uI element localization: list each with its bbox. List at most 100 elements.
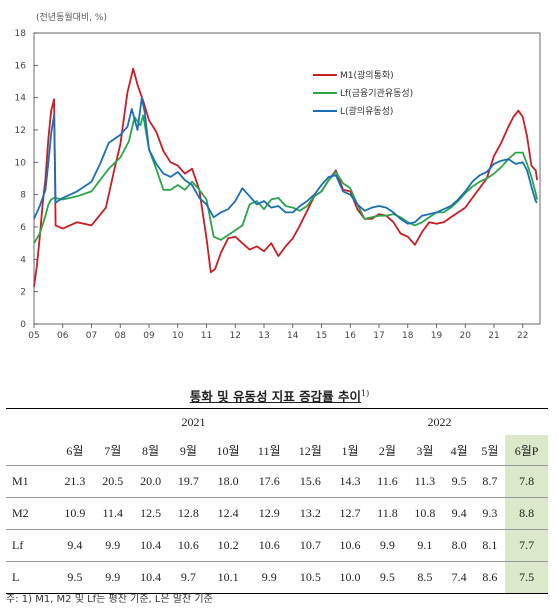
value-cell: 12.8 bbox=[169, 497, 208, 530]
value-cell: 18.0 bbox=[207, 465, 249, 498]
y-tick-label: 18 bbox=[15, 29, 27, 39]
value-cell: 9.4 bbox=[56, 529, 94, 562]
table-title: 통화 및 유동성 지표 증감률 추이1) bbox=[0, 386, 559, 405]
value-cell: 8.8 bbox=[505, 497, 548, 530]
value-cell: 12.9 bbox=[248, 497, 290, 530]
value-cell: 11.6 bbox=[368, 465, 406, 498]
value-cell: 10.1 bbox=[207, 561, 249, 594]
y-tick-label: 10 bbox=[15, 158, 27, 168]
y-tick-label: 4 bbox=[20, 255, 26, 265]
x-tick-label: 21 bbox=[488, 331, 499, 341]
value-cell: 8.5 bbox=[405, 561, 444, 594]
legend: M1(광의통화) Lf(금융기관유동성) L(광의유동성) bbox=[313, 69, 413, 117]
table-title-text: 통화 및 유동성 지표 증감률 추이 bbox=[189, 389, 362, 404]
x-tick-label: 22 bbox=[517, 331, 528, 341]
series-line-0 bbox=[33, 67, 538, 287]
value-cell: 20.0 bbox=[131, 465, 170, 498]
month-header: 11월 bbox=[248, 435, 290, 466]
value-cell: 9.3 bbox=[474, 497, 506, 530]
month-header: 4월 bbox=[443, 435, 475, 466]
month-header: 9월 bbox=[169, 435, 208, 466]
month-header: 6월 bbox=[56, 435, 94, 466]
x-tick-label: 07 bbox=[86, 331, 97, 341]
legend-label-2: L(광의유동성) bbox=[340, 105, 393, 117]
value-cell: 9.7 bbox=[169, 561, 208, 594]
year-header-2021: 2021 bbox=[56, 408, 332, 435]
value-cell: 7.5 bbox=[505, 561, 548, 594]
month-header: 3월 bbox=[405, 435, 444, 466]
series-line-2 bbox=[33, 96, 538, 225]
value-cell: 10.6 bbox=[169, 529, 208, 562]
chart-unit-label: (전년동월대비, %) bbox=[36, 11, 107, 23]
value-cell: 11.3 bbox=[405, 465, 444, 498]
x-tick-label: 11 bbox=[201, 331, 212, 341]
value-cell: 15.6 bbox=[289, 465, 332, 498]
month-header-row: 6월 7월 8월 9월 10월 11월 12월 1월 2월 3월 4월 5월 6월P bbox=[6, 435, 548, 466]
y-tick-label: 0 bbox=[20, 320, 26, 330]
value-cell: 12.5 bbox=[131, 497, 170, 530]
value-cell: 20.5 bbox=[93, 465, 132, 498]
year-header-row: 2021 2022 bbox=[6, 408, 548, 435]
value-cell: 8.0 bbox=[443, 529, 475, 562]
x-tick-label: 15 bbox=[316, 331, 327, 341]
row-label: Lf bbox=[6, 529, 56, 562]
value-cell: 7.4 bbox=[443, 561, 475, 594]
table-title-footnote-mark: 1) bbox=[361, 388, 370, 398]
value-cell: 9.5 bbox=[368, 561, 406, 594]
corner-cell bbox=[6, 435, 56, 466]
value-cell: 10.6 bbox=[248, 529, 290, 562]
x-tick-label: 14 bbox=[287, 331, 299, 341]
x-tick-label: 10 bbox=[172, 331, 184, 341]
value-cell: 9.9 bbox=[248, 561, 290, 594]
row-label: M1 bbox=[6, 465, 56, 498]
month-header: 5월 bbox=[474, 435, 506, 466]
month-header: 7월 bbox=[93, 435, 132, 466]
x-tick-label: 17 bbox=[373, 331, 384, 341]
line-chart: (전년동월대비, %) 0 2 4 6 8 10 12 14 16 18 05 06 07 08 09 10… bbox=[15, 11, 541, 341]
y-tick-label: 14 bbox=[15, 94, 27, 104]
value-cell: 13.2 bbox=[289, 497, 332, 530]
x-axis: 05 06 07 08 09 10 11 12 13 14 15 16 17 18 19 20 21 22 bbox=[28, 324, 528, 341]
x-tick-label: 20 bbox=[460, 331, 472, 341]
y-tick-label: 6 bbox=[20, 223, 26, 233]
value-cell: 9.1 bbox=[405, 529, 444, 562]
value-cell: 11.4 bbox=[93, 497, 132, 530]
x-tick-label: 05 bbox=[28, 331, 39, 341]
x-tick-label: 18 bbox=[402, 331, 414, 341]
row-label: L bbox=[6, 561, 56, 594]
month-header: 6월P bbox=[505, 435, 548, 466]
value-cell: 8.7 bbox=[474, 465, 506, 498]
x-tick-label: 16 bbox=[345, 331, 357, 341]
month-header: 10월 bbox=[207, 435, 249, 466]
corner-cell bbox=[6, 408, 56, 435]
value-cell: 8.1 bbox=[474, 529, 506, 562]
value-cell: 10.4 bbox=[131, 561, 170, 594]
value-cell: 10.4 bbox=[131, 529, 170, 562]
indicator-table: 2021 2022 6월 7월 8월 9월 10월 11월 12월 1월 2월 3월 4월 5월 6월P M1… bbox=[6, 408, 548, 594]
x-tick-label: 08 bbox=[115, 331, 127, 341]
plot-frame bbox=[33, 32, 541, 325]
value-cell: 10.8 bbox=[405, 497, 444, 530]
value-cell: 12.4 bbox=[207, 497, 249, 530]
value-cell: 7.8 bbox=[505, 465, 548, 498]
x-tick-label: 19 bbox=[431, 331, 443, 341]
value-cell: 10.7 bbox=[289, 529, 332, 562]
value-cell: 9.4 bbox=[443, 497, 475, 530]
year-header-2022: 2022 bbox=[331, 408, 548, 435]
value-cell: 19.7 bbox=[169, 465, 208, 498]
value-cell: 9.5 bbox=[443, 465, 475, 498]
y-tick-label: 12 bbox=[15, 126, 26, 136]
month-header: 2월 bbox=[368, 435, 406, 466]
value-cell: 21.3 bbox=[56, 465, 94, 498]
y-tick-label: 2 bbox=[20, 288, 26, 298]
series-lines bbox=[33, 67, 538, 287]
value-cell: 10.5 bbox=[289, 561, 332, 594]
month-header: 12월 bbox=[289, 435, 332, 466]
x-tick-label: 12 bbox=[230, 331, 241, 341]
y-tick-label: 16 bbox=[15, 61, 27, 71]
value-cell: 9.9 bbox=[368, 529, 406, 562]
table-row: L 9.5 9.9 10.4 9.7 10.1 9.9 10.5 10.0 9.5 8.5 7.4 8.… bbox=[6, 561, 548, 594]
table-row: M2 10.9 11.4 12.5 12.8 12.4 12.9 13.2 12.7 11.8 10… bbox=[6, 497, 548, 530]
value-cell: 7.7 bbox=[505, 529, 548, 562]
value-cell: 11.8 bbox=[368, 497, 406, 530]
